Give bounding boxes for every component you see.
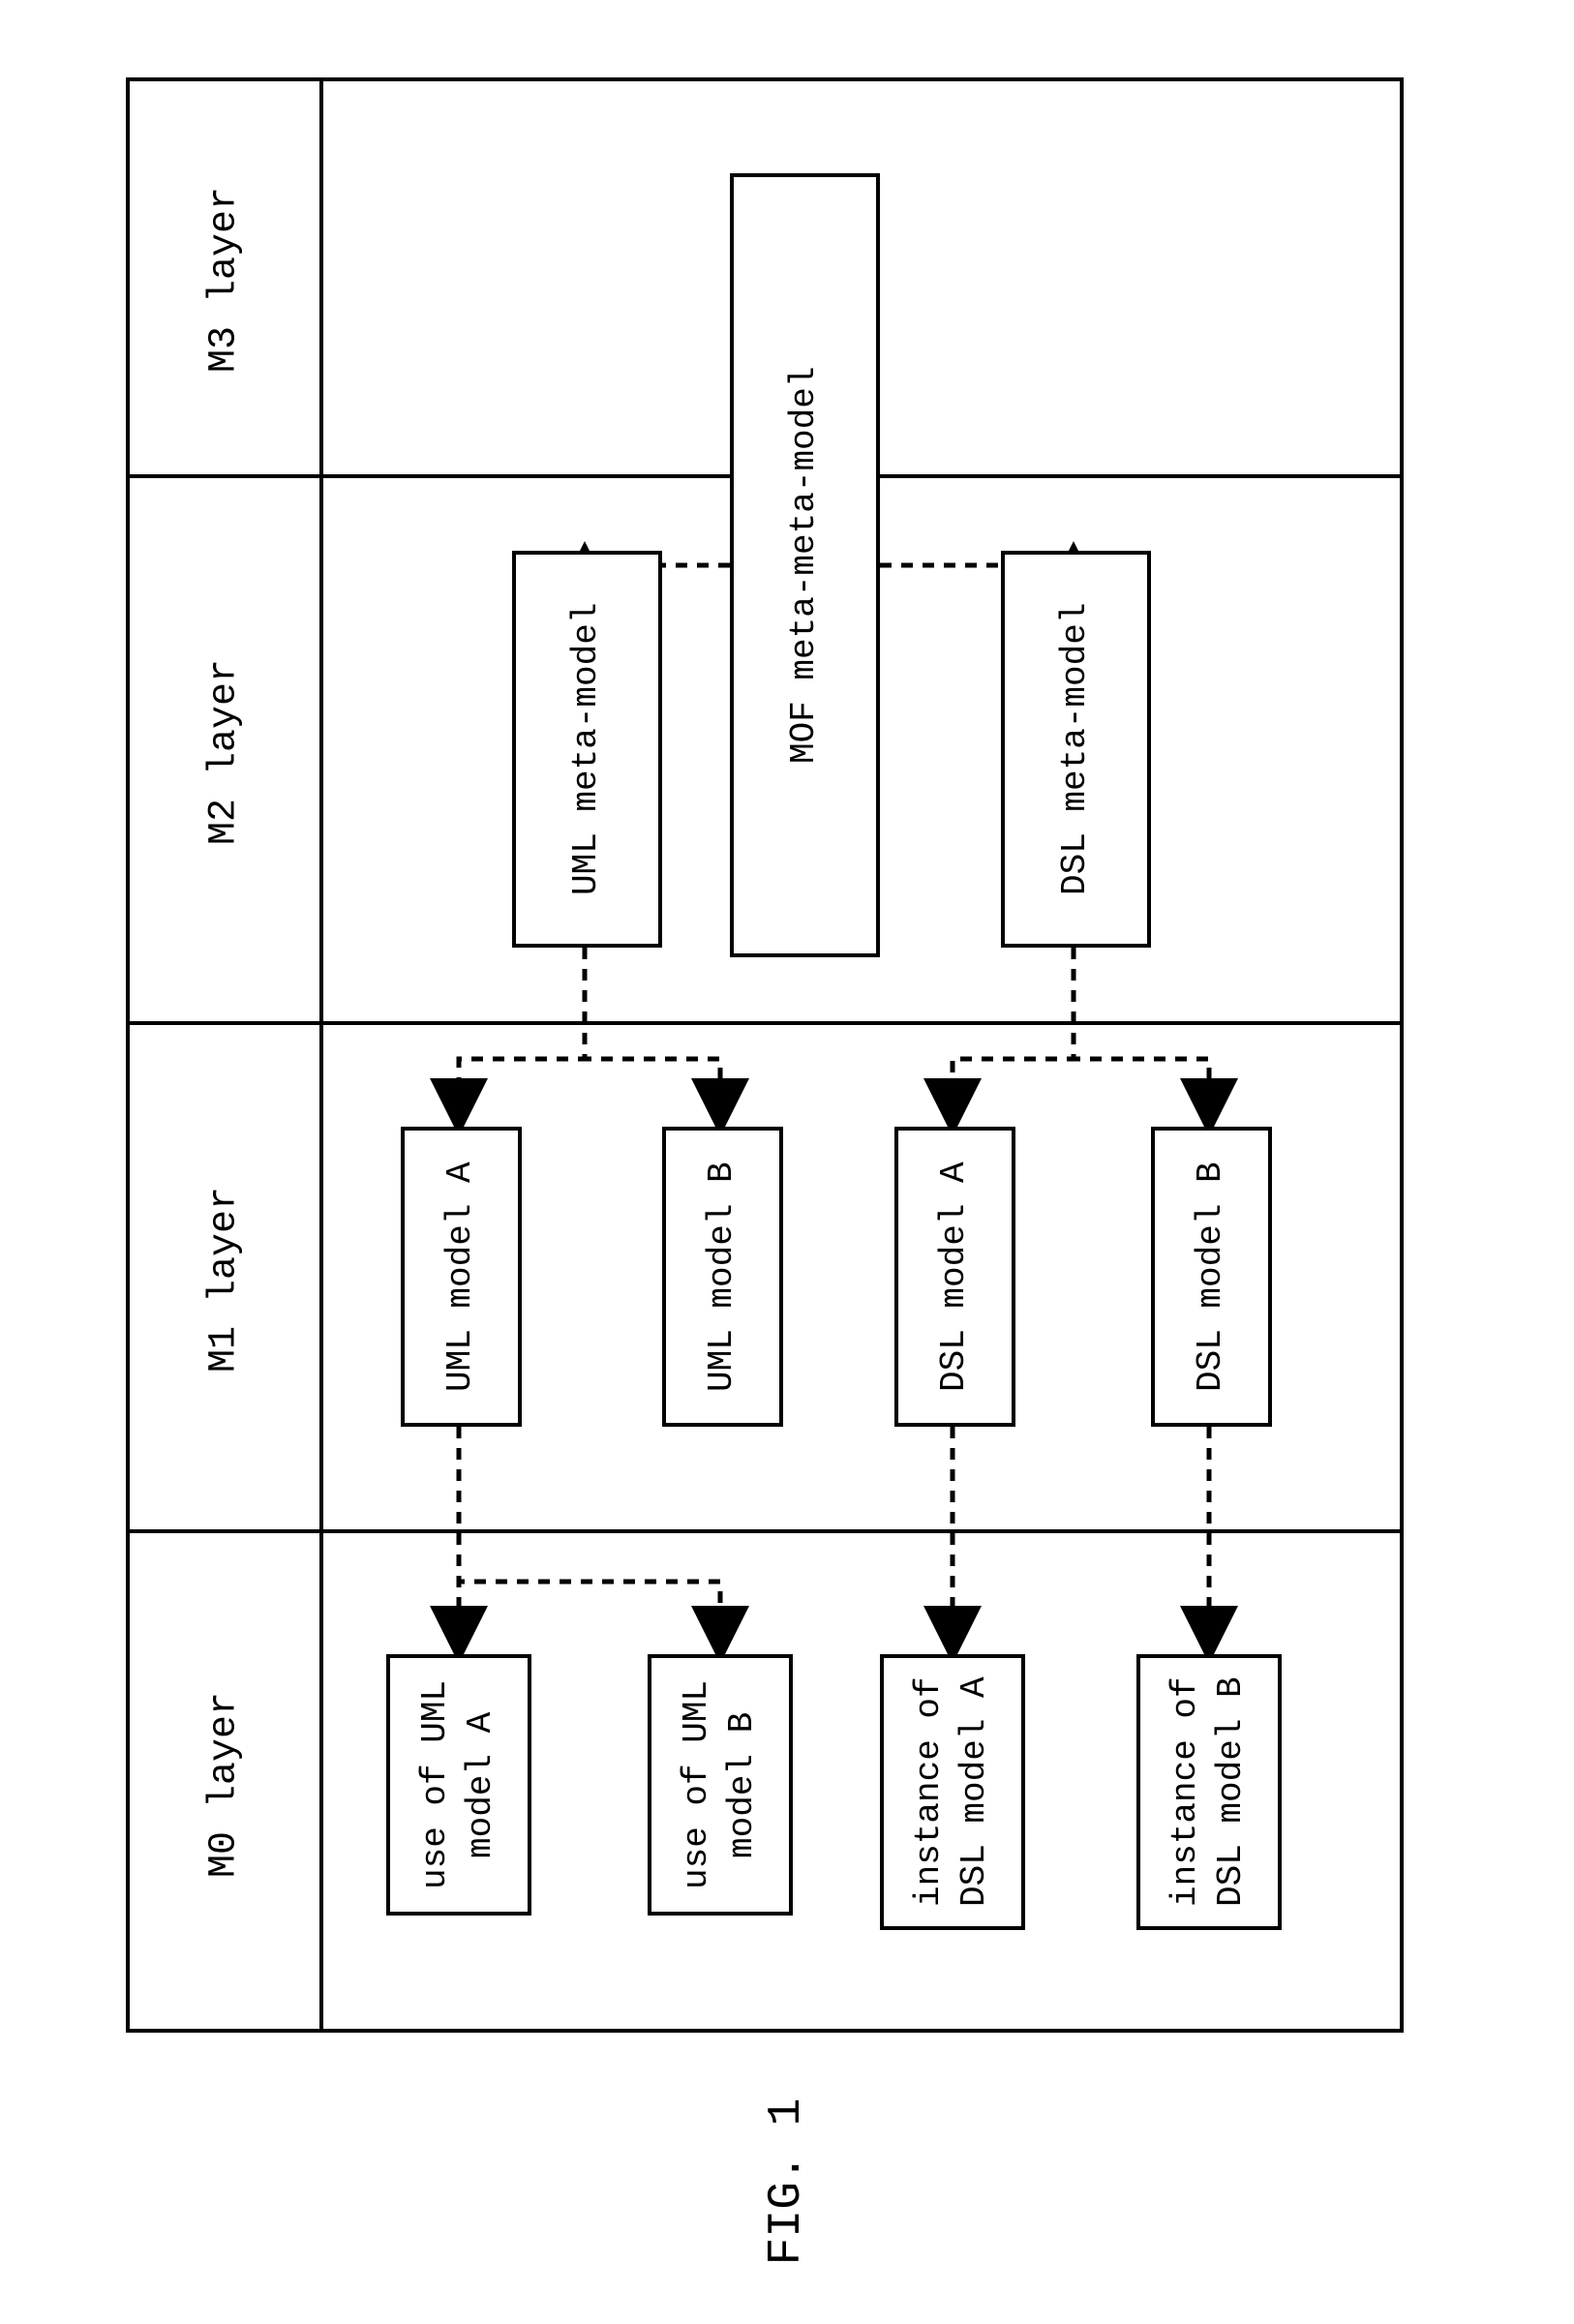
figure-caption: FIG. 1 — [761, 2098, 813, 2266]
node-i_dsl_b: instance of DSL model B — [1136, 1654, 1282, 1930]
node-dsl_b: DSL model B — [1151, 1127, 1272, 1427]
node-uml_b: UML model B — [662, 1127, 783, 1427]
node-i_uml_b: use of UML model B — [648, 1654, 793, 1916]
node-uml_m: UML meta-model — [512, 551, 662, 948]
node-i_uml_a: use of UML model A — [386, 1654, 531, 1916]
node-dsl_m: DSL meta-model — [1001, 551, 1151, 948]
node-dsl_a: DSL model A — [894, 1127, 1015, 1427]
node-uml_a: UML model A — [401, 1127, 522, 1427]
node-i_dsl_a: instance of DSL model A — [880, 1654, 1025, 1930]
diagram-frame: M3 layerM2 layerM1 layerM0 layer MOF met… — [126, 77, 1404, 2033]
node-mof: MOF meta-meta-model — [730, 173, 880, 957]
